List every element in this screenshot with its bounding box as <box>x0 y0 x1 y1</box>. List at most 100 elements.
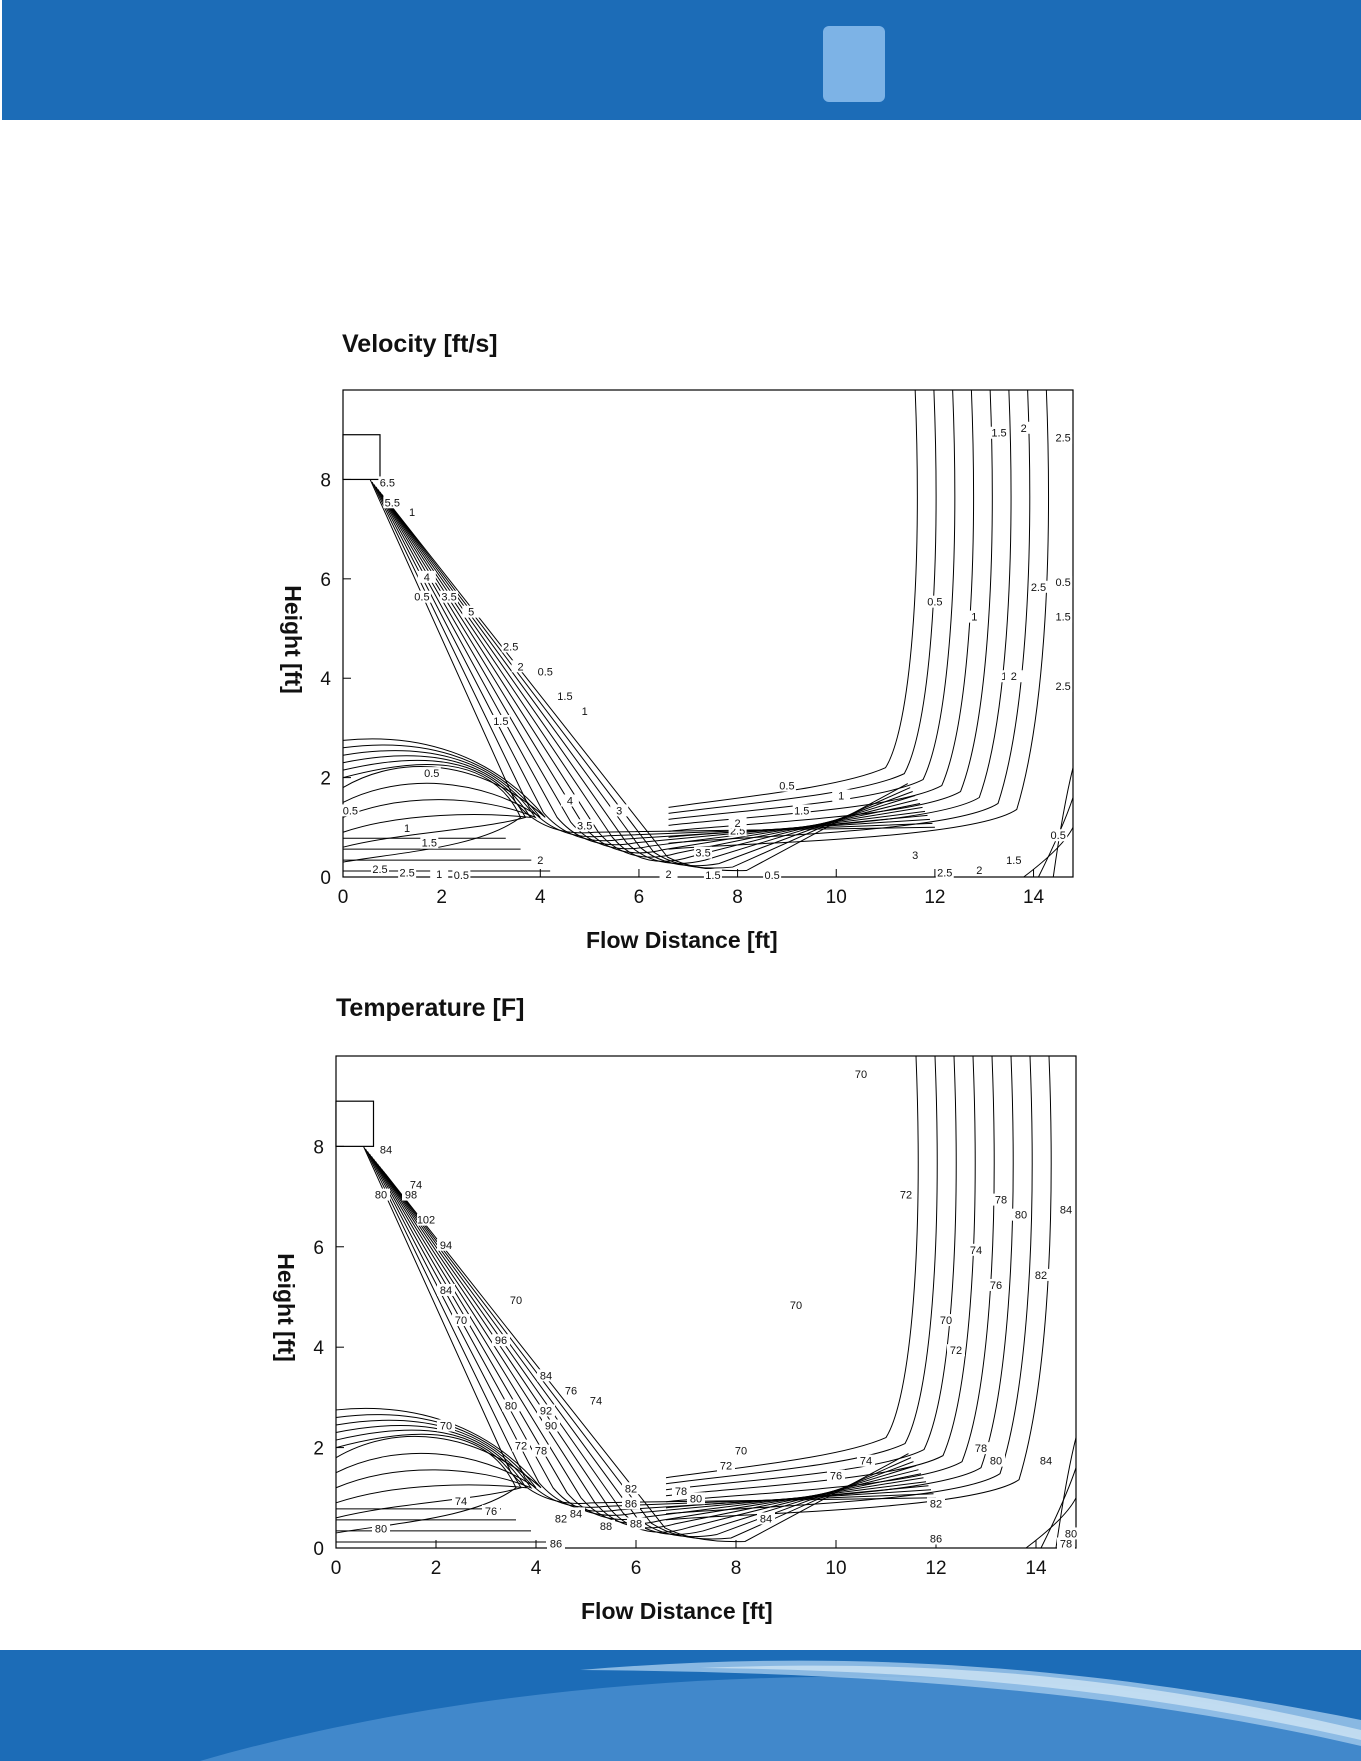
velocity-contour-label: 1.5 <box>991 428 1006 440</box>
velocity-contour-label: 3.5 <box>441 592 456 604</box>
velocity-contour-line <box>668 389 975 826</box>
velocity-contour-label: 1.5 <box>1001 671 1016 683</box>
velocity-contour-label-bg <box>575 819 594 832</box>
temperature-contour-label: 82 <box>1035 1270 1047 1282</box>
temperature-contour-label-bg <box>552 1512 570 1525</box>
velocity-contour-label-bg <box>575 705 594 718</box>
temperature-x-tick-label: 2 <box>431 1558 442 1579</box>
temperature-contour-label-bg <box>512 1439 530 1452</box>
velocity-contour-label-bg <box>420 836 439 849</box>
velocity-contour-line <box>668 389 918 808</box>
velocity-y-tick-label: 6 <box>320 570 331 591</box>
temperature-contour-label-bg <box>927 1497 945 1510</box>
temperature-y-axis-label: Height [ft] <box>272 1253 299 1362</box>
temperature-contour-label-bg <box>987 1454 1005 1467</box>
velocity-contour-label: 3.5 <box>577 820 592 832</box>
temperature-contour-label: 70 <box>735 1446 747 1458</box>
temperature-contour-label-bg <box>1057 1537 1075 1550</box>
velocity-contour-label: 2.5 <box>399 868 414 880</box>
velocity-contour-label: 2 <box>976 865 982 877</box>
temperature-contour-line <box>665 1055 995 1503</box>
velocity-contour-label: 2 <box>665 869 671 881</box>
velocity-plot-frame <box>342 389 1074 878</box>
velocity-contour-label: 1.5 <box>794 805 809 817</box>
temperature-contour-label-bg <box>622 1497 640 1510</box>
velocity-contour-line <box>1052 767 1074 878</box>
temperature-contour-label-bg <box>377 1143 395 1156</box>
temperature-contour-label: 84 <box>440 1285 452 1297</box>
temperature-contour-label: 80 <box>990 1456 1002 1468</box>
temperature-x-axis-label: Flow Distance [ft] <box>581 1598 773 1624</box>
velocity-contour-label-bg <box>1054 575 1073 588</box>
velocity-contour-line <box>375 486 928 846</box>
temperature-contour-label: 72 <box>900 1190 912 1202</box>
temperature-contour-line <box>381 1168 914 1538</box>
velocity-contour-label: 1.5 <box>493 716 508 728</box>
temperature-contour-label-bg <box>897 1188 915 1201</box>
temperature-contour-label-bg <box>417 1213 435 1226</box>
velocity-contour-label-bg <box>501 640 520 653</box>
velocity-contour-label-bg <box>1049 829 1068 842</box>
temperature-contour-label: 84 <box>570 1508 582 1520</box>
velocity-y-tick-label: 8 <box>320 470 331 491</box>
temperature-contour-label-bg <box>967 1243 985 1256</box>
velocity-contour-label: 1 <box>838 790 844 802</box>
temperature-x-tick-label: 10 <box>825 1558 846 1579</box>
temperature-y-tick-label: 0 <box>313 1539 324 1560</box>
velocity-y-tick-label: 4 <box>320 669 331 690</box>
temperature-contour-label: 90 <box>545 1421 557 1433</box>
temperature-contour-label-bg <box>537 1369 555 1382</box>
velocity-contour-label: 0.5 <box>1051 830 1066 842</box>
velocity-contour-label: 1 <box>971 612 977 624</box>
velocity-contour-label-bg <box>1054 431 1073 444</box>
temperature-contour-label: 88 <box>600 1521 612 1533</box>
velocity-contour-label: 2 <box>518 661 524 673</box>
velocity-contour-line <box>377 489 926 850</box>
velocity-contour-label-bg <box>610 804 629 817</box>
velocity-contour-label: 4 <box>567 795 573 807</box>
temperature-contour-label: 80 <box>375 1190 387 1202</box>
velocity-contour-label: 0.5 <box>454 870 469 882</box>
velocity-contour-label-bg <box>403 506 422 519</box>
velocity-contour-label-bg <box>906 849 925 862</box>
temperature-contour-label: 98 <box>405 1190 417 1202</box>
temperature-contour-label-bg <box>492 1334 510 1347</box>
temperature-contour-label-bg <box>757 1512 775 1525</box>
velocity-contour-label: 0.5 <box>764 870 779 882</box>
temperature-contour-label: 80 <box>505 1400 517 1412</box>
temperature-contour-line <box>373 1158 924 1525</box>
velocity-contour-line <box>668 389 956 820</box>
temperature-y-tick-label: 6 <box>313 1238 324 1259</box>
temperature-contour-label: 80 <box>690 1493 702 1505</box>
temperature-contour-label-bg <box>717 1459 735 1472</box>
velocity-contour-label: 5 <box>468 607 474 619</box>
temperature-contour-label: 82 <box>555 1513 567 1525</box>
velocity-contour-label: 2 <box>735 818 741 830</box>
temperature-contour-label-bg <box>732 1444 750 1457</box>
velocity-contour-label-bg <box>694 846 713 859</box>
velocity-contour-line <box>379 491 923 854</box>
temperature-contour-line <box>665 1055 957 1491</box>
footer-band <box>0 1650 1361 1761</box>
temperature-contour-line <box>1055 1437 1077 1549</box>
velocity-contour-label-bg <box>1054 680 1073 693</box>
velocity-contour-label: 2 <box>1011 671 1017 683</box>
temperature-contour-label: 84 <box>1060 1205 1072 1217</box>
temperature-contour-label-bg <box>1057 1203 1075 1216</box>
temperature-contour-label-bg <box>452 1314 470 1327</box>
velocity-contour-line <box>373 484 930 842</box>
temperature-contour-line <box>665 1055 1033 1515</box>
temperature-contour-label: 74 <box>970 1245 982 1257</box>
velocity-contour-label-bg <box>560 794 579 807</box>
velocity-contour-label-bg <box>728 816 747 829</box>
temperature-contour-label: 86 <box>930 1533 942 1545</box>
velocity-contour-label-bg <box>531 854 550 867</box>
temperature-contour-label-bg <box>627 1517 645 1530</box>
temperature-contour-line <box>385 1173 909 1543</box>
velocity-contour-label: 0.5 <box>414 592 429 604</box>
velocity-contour-label-bg <box>999 670 1018 683</box>
velocity-contour-label-bg <box>935 866 954 879</box>
temperature-contour-label-bg <box>927 1532 945 1545</box>
velocity-contour-label-bg <box>370 863 389 876</box>
